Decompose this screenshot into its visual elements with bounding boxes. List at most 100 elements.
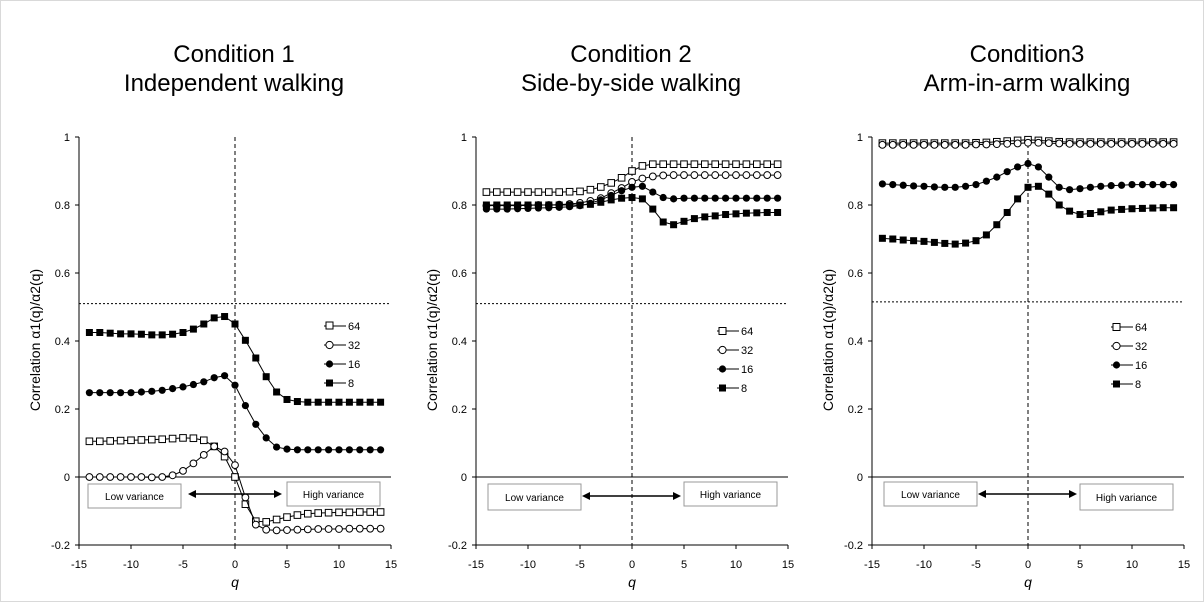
data-point — [732, 160, 740, 168]
chart-subtitle: Independent walking — [124, 70, 344, 97]
data-point — [1086, 210, 1094, 217]
x-tick-label: 0 — [629, 559, 635, 571]
data-point — [356, 508, 364, 516]
data-point — [314, 509, 322, 517]
data-point — [272, 515, 281, 524]
data-point — [742, 171, 751, 179]
data-point — [763, 194, 771, 202]
data-point — [293, 511, 302, 519]
data-point — [722, 211, 730, 219]
data-point — [493, 188, 501, 196]
low-variance-label: Low variance — [901, 490, 960, 501]
data-point — [524, 188, 532, 196]
data-point — [659, 160, 667, 168]
legend-marker-open-circle — [325, 340, 334, 350]
legend-entry-32: 32 — [348, 340, 360, 352]
x-tick-label: 10 — [1126, 559, 1138, 571]
data-point — [534, 201, 542, 209]
data-point — [534, 188, 543, 196]
data-point — [618, 187, 626, 195]
data-point — [1169, 139, 1178, 148]
data-point — [376, 508, 385, 516]
data-point — [930, 140, 939, 149]
data-point — [137, 330, 145, 338]
data-point — [283, 526, 291, 534]
data-point — [1107, 139, 1116, 148]
data-point — [670, 221, 678, 229]
chart-title: Condition 2 — [570, 41, 691, 68]
legend-entry-16: 16 — [348, 359, 360, 371]
data-point — [95, 473, 104, 481]
data-point — [690, 215, 698, 223]
legend-entry-16: 16 — [1135, 360, 1147, 372]
chart-title: Condition 1 — [173, 41, 294, 68]
data-point — [303, 525, 312, 534]
legend-marker-open-square — [325, 321, 334, 330]
data-point — [304, 446, 312, 454]
data-point — [169, 330, 177, 338]
data-point — [356, 446, 364, 454]
x-tick-label: 10 — [730, 559, 742, 571]
data-point — [148, 387, 156, 395]
data-point — [314, 398, 322, 406]
data-point — [503, 188, 512, 196]
data-point — [951, 240, 959, 248]
data-point — [1096, 139, 1105, 148]
low-variance-box — [883, 481, 978, 507]
data-point — [1148, 139, 1157, 148]
data-point — [638, 182, 646, 190]
data-point — [1003, 168, 1011, 176]
data-point — [252, 420, 260, 428]
legend-marker-filled-square — [326, 379, 333, 387]
data-point — [85, 437, 94, 446]
data-point — [742, 209, 750, 217]
data-point — [1044, 139, 1053, 148]
chart-condition-3: Condition3 Arm-in-arm walking Correlatio… — [820, 41, 1190, 590]
data-point — [221, 372, 229, 380]
data-point — [618, 194, 626, 202]
data-point — [763, 208, 771, 216]
data-point — [158, 435, 166, 444]
series-layer — [85, 313, 385, 535]
x-axis-label: q — [628, 574, 636, 590]
data-point — [366, 508, 374, 516]
x-axis-label: q — [1024, 574, 1032, 590]
data-point — [355, 524, 364, 533]
data-point — [1014, 195, 1022, 203]
data-point — [982, 177, 990, 185]
y-tick-label: 0.6 — [55, 268, 70, 280]
data-point — [752, 171, 761, 179]
data-point — [1118, 205, 1126, 213]
chart-title: Condition3 — [970, 41, 1085, 68]
data-point — [137, 436, 146, 444]
chart-subtitle: Side-by-side walking — [521, 70, 741, 97]
data-point — [701, 213, 709, 221]
data-point — [1149, 204, 1157, 212]
legend-entry-64: 64 — [1135, 322, 1147, 334]
legend-entry-32: 32 — [741, 345, 753, 357]
data-point — [231, 473, 239, 481]
data-point — [680, 171, 688, 179]
legend-entry-64: 64 — [741, 326, 753, 338]
data-point — [168, 471, 177, 480]
data-point — [158, 473, 167, 481]
y-tick-label: 0.4 — [848, 336, 863, 348]
data-point — [701, 160, 709, 168]
data-point — [1003, 139, 1012, 148]
data-point — [638, 195, 646, 203]
data-point — [293, 446, 301, 454]
data-point — [1097, 208, 1105, 216]
x-tick-label: 5 — [681, 559, 687, 571]
data-point — [366, 524, 375, 533]
data-point — [680, 160, 688, 168]
data-point — [356, 398, 364, 406]
x-tick-label: 5 — [1077, 559, 1083, 571]
data-point — [711, 194, 719, 202]
data-point — [545, 188, 553, 196]
legend-marker-open-square — [718, 327, 727, 335]
data-point — [597, 183, 605, 191]
data-point — [920, 237, 928, 245]
data-point — [962, 182, 970, 190]
data-point — [1138, 181, 1146, 189]
data-point — [649, 160, 657, 168]
